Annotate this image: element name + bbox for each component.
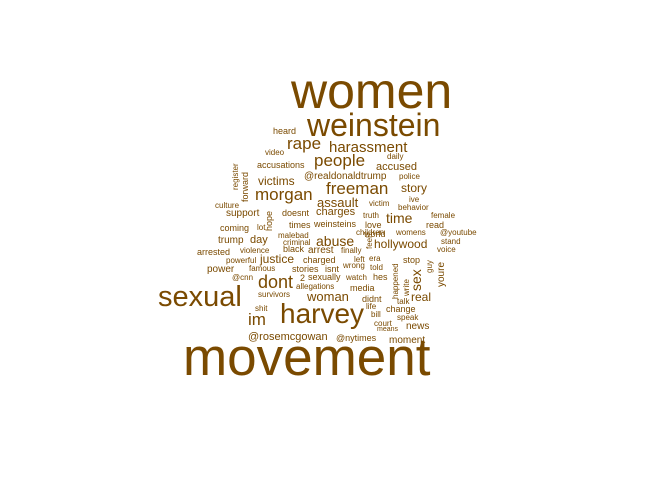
word-watch: watch — [346, 273, 367, 282]
word-victim: victim — [369, 199, 390, 208]
word-talk: talk — [397, 297, 410, 306]
word-children: children — [356, 228, 385, 237]
word-malebad: malebad — [278, 231, 309, 240]
word-abuse: abuse — [316, 233, 355, 249]
word-stories: stories — [292, 264, 319, 274]
word-moment: moment — [389, 335, 426, 346]
word-two: 2 — [300, 273, 306, 283]
word-charges: charges — [316, 206, 356, 218]
word-justice: justice — [260, 252, 295, 266]
word-morgan: morgan — [255, 185, 313, 204]
word-victims: victims — [258, 174, 295, 188]
word-accused: accused — [376, 161, 417, 173]
word-sexual: sexual — [158, 281, 242, 313]
word-guy: guy — [425, 260, 434, 273]
word-women: women — [291, 63, 453, 119]
word-charged: charged — [303, 255, 336, 265]
word-violence: violence — [240, 246, 270, 255]
word-accusations: accusations — [257, 160, 305, 170]
word-ive: ive — [409, 195, 420, 204]
word-womens: womens — [396, 228, 426, 237]
word-court: court — [374, 319, 392, 328]
word-police: police — [399, 172, 420, 181]
word-wrong: wrong — [343, 261, 365, 270]
word-life: life — [366, 302, 377, 311]
word-read: read — [426, 220, 445, 230]
word-media: media — [350, 283, 375, 293]
word-means: means — [377, 326, 399, 333]
word-power: power — [207, 264, 235, 275]
word-real: real — [411, 290, 432, 304]
word-left: left — [354, 255, 365, 264]
word-register: register — [231, 163, 240, 190]
word-assault: assault — [317, 195, 359, 210]
word-youre: youre — [436, 261, 447, 287]
word-truth: truth — [363, 211, 380, 220]
word-video: video — [265, 148, 285, 157]
word-nytimes: @nytimes — [336, 333, 377, 343]
word-stop: stop — [403, 255, 421, 265]
word-rape: rape — [287, 134, 322, 153]
word-shit: shit — [255, 304, 268, 313]
word-black: black — [283, 244, 305, 254]
word-story: story — [401, 181, 428, 195]
word-forward: forward — [240, 171, 250, 202]
word-arrest: arrest — [308, 245, 334, 256]
word-heard: heard — [273, 126, 297, 136]
word-arrested: arrested — [197, 247, 231, 257]
word-news: news — [406, 321, 430, 332]
word-cnn: @cnn — [232, 273, 254, 282]
word-harvey: harvey — [280, 298, 365, 329]
word-told: told — [370, 263, 383, 272]
word-bill: bill — [371, 310, 381, 319]
word-write: write — [402, 279, 411, 296]
word-dont: dont — [258, 272, 294, 292]
word-times: times — [289, 220, 311, 230]
word-youtube: @youtube — [440, 228, 477, 237]
word-hope: hope — [264, 210, 274, 231]
word-survivors: survivors — [258, 290, 291, 299]
word-sex: sex — [408, 269, 424, 291]
word-day: day — [250, 234, 268, 246]
word-time: time — [386, 210, 413, 226]
word-hollywood: hollywood — [374, 237, 428, 251]
word-happened: happened — [391, 263, 400, 299]
word-speak: speak — [397, 313, 419, 322]
word-daily: daily — [387, 152, 404, 161]
word-behavior: behavior — [398, 203, 429, 212]
word-support: support — [226, 208, 260, 219]
word-woman: woman — [307, 289, 349, 304]
word-female: female — [431, 211, 456, 220]
word-isnt: isnt — [325, 264, 340, 274]
word-lot: lot — [257, 223, 266, 232]
word-famous: famous — [249, 264, 276, 273]
word-realdonaldtrump: @realdonaldtrump — [304, 171, 387, 182]
word-movement: movement — [183, 328, 431, 387]
word-weinstein: weinstein — [307, 107, 441, 143]
word-era: era — [369, 254, 381, 263]
word-finally: finally — [341, 246, 362, 255]
word-trump: trump — [218, 235, 244, 246]
word-didnt: didnt — [362, 294, 382, 304]
word-culture: culture — [215, 201, 240, 210]
word-stand: stand — [441, 237, 461, 246]
word-sexually: sexually — [308, 272, 341, 282]
word-rosemcgowan: @rosemcgowan — [248, 331, 328, 343]
word-weinsteins: weinsteins — [314, 219, 357, 229]
word-hes: hes — [373, 272, 388, 282]
word-coming: coming — [220, 223, 250, 233]
word-change: change — [386, 304, 416, 314]
word-love: love — [365, 220, 382, 230]
word-harassment: harassment — [329, 139, 408, 156]
word-doesnt: doesnt — [282, 208, 310, 218]
word-world: world — [364, 229, 386, 239]
word-powerful: powerful — [226, 256, 257, 265]
word-people: people — [314, 151, 366, 170]
word-allegations: allegations — [296, 282, 335, 291]
word-voice: voice — [437, 245, 456, 254]
word-freeman: freeman — [326, 179, 389, 198]
word-criminal: criminal — [283, 238, 311, 247]
word-im: im — [248, 310, 266, 329]
